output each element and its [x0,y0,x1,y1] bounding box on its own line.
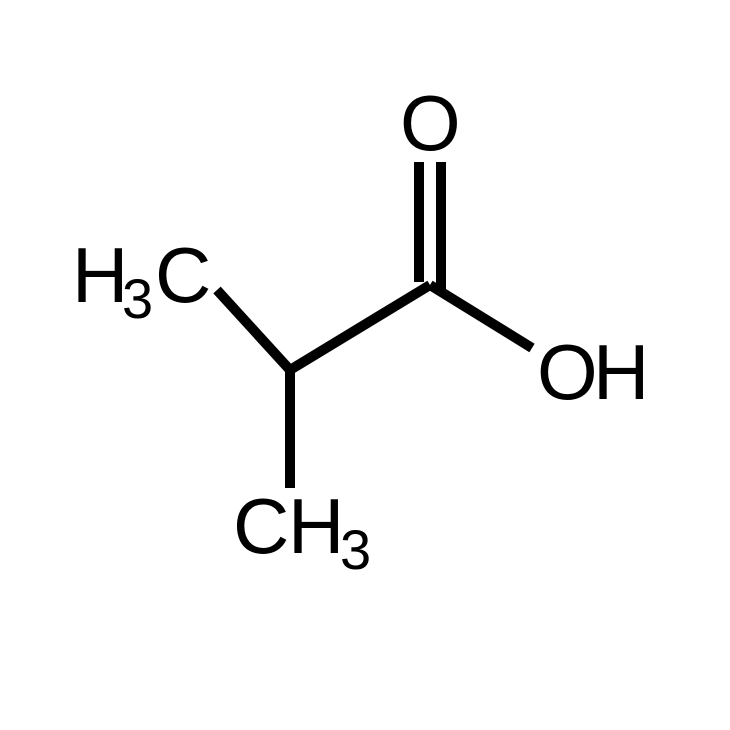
label-o-top: O [400,79,461,167]
label-3-left: 3 [122,267,153,330]
bond-c-oh [430,285,532,348]
label-c-down: C [233,482,289,570]
label-h-right: H [593,328,649,416]
bond-center-carboxyl [290,285,430,370]
label-o-right: O [537,328,598,416]
molecule-diagram: H 3 C O O H C H 3 [0,0,730,730]
label-c-left: C [155,231,211,319]
label-3-down: 3 [340,518,371,581]
label-h-left: H [72,231,128,319]
bond-left-methyl [217,290,290,370]
label-h-down: H [288,482,344,570]
